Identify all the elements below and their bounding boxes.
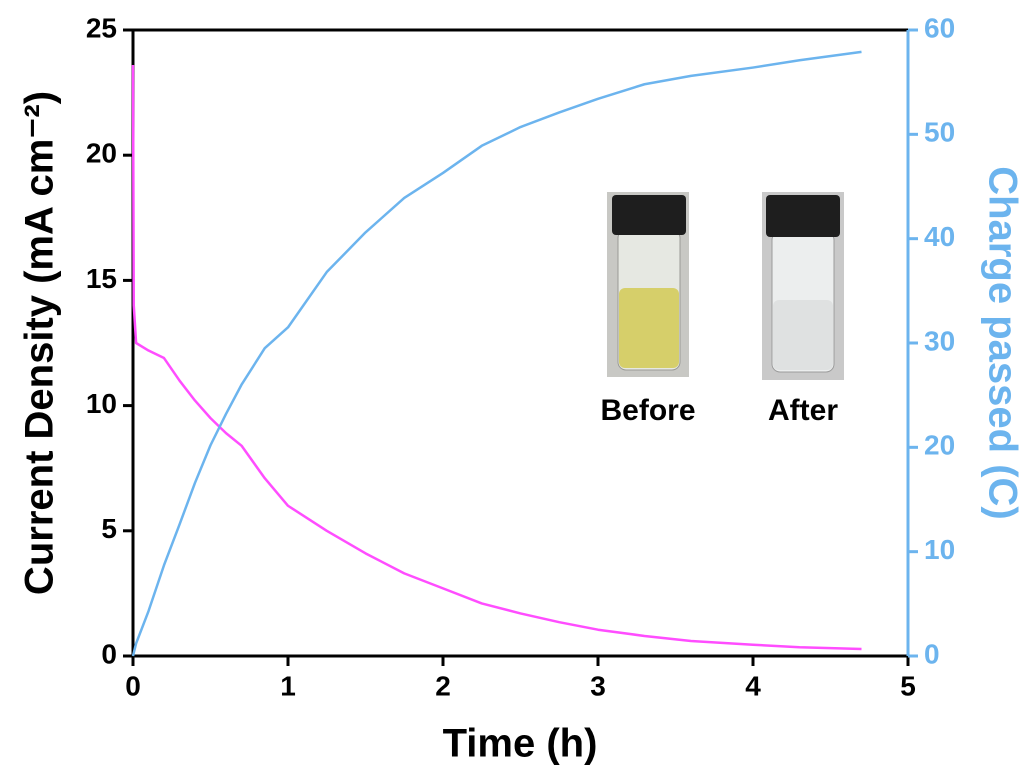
cap-before [612,195,686,235]
y2-tick-label: 30 [924,325,955,356]
y-tick-label: 5 [101,513,117,544]
x-tick-label: 5 [900,670,916,701]
y-tick-label: 25 [86,12,117,43]
liquid-before [619,288,679,368]
y2-tick-label: 10 [924,534,955,565]
x-tick-label: 3 [590,670,606,701]
inset-label: After [768,394,838,427]
cap-after [766,195,840,237]
data-line [131,65,862,651]
y2-tick-label: 20 [924,430,955,461]
y2-tick-label: 60 [924,12,955,43]
x-tick-label: 2 [435,670,451,701]
x-tick-label: 4 [745,670,761,701]
x-tick-label: 1 [280,670,296,701]
x-axis-label: Time (h) [443,722,598,766]
liquid-after [773,300,833,370]
y2-tick-label: 50 [924,117,955,148]
y-tick-label: 20 [86,138,117,169]
data-line [131,50,862,657]
x-tick-label: 0 [125,670,141,701]
inset-photos [607,192,844,380]
y-axis-label: Current Density (mA cm⁻²) [18,91,62,595]
y2-tick-label: 0 [924,638,940,669]
y2-axis-label: Charge passed (C) [980,166,1024,519]
y-tick-label: 0 [101,638,117,669]
y2-tick-label: 40 [924,221,955,252]
y-tick-label: 10 [86,388,117,419]
inset-label: Before [600,394,695,427]
y-tick-label: 15 [86,263,117,294]
